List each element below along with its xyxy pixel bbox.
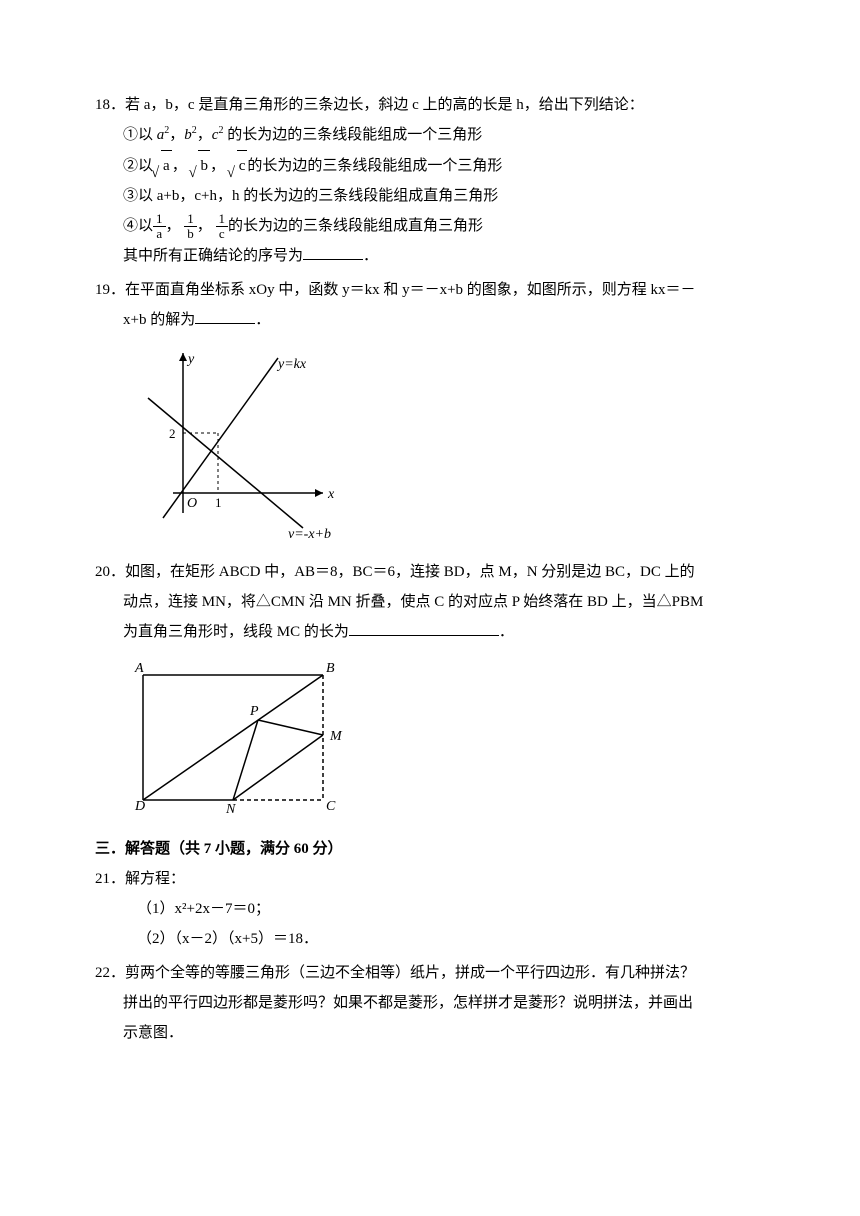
problem-22: 22．剪两个全等的等腰三角形（三边不全相等）纸片，拼成一个平行四边形．有几种拼法… [95,958,765,1048]
problem-line1: 如图，在矩形 ABCD 中，AB＝8，BC＝6，连接 BD，点 M，N 分别是边… [125,564,695,580]
problem-number: 20． [95,564,125,580]
item-4: ④以1a， 1b， 1c的长为边的三条线段能组成直角三角形 [95,211,765,241]
problem-18: 18．若 a，b，c 是直角三角形的三条边长，斜边 c 上的高的长是 h，给出下… [95,90,765,271]
problem-21: 21．解方程： （1）x²+2x－7＝0； （2）（x－2）（x+5）＝18． [95,864,765,954]
conclusion: 其中所有正确结论的序号为． [95,241,765,271]
answer-blank [303,242,363,260]
item-2: ②以a， b， c的长为边的三条线段能组成一个三角形 [95,150,765,181]
svg-text:B: B [326,661,335,676]
svg-text:y: y [186,352,195,367]
svg-text:M: M [329,729,343,744]
svg-text:N: N [225,802,236,815]
problem-20: 20．如图，在矩形 ABCD 中，AB＝8，BC＝6，连接 BD，点 M，N 分… [95,557,765,826]
problem-19: 19．在平面直角坐标系 xOy 中，函数 y＝kx 和 y＝－x+b 的图象，如… [95,275,765,549]
svg-text:P: P [249,704,259,719]
problem-number: 21． [95,871,125,887]
section-3-title: 三．解答题（共 7 小题，满分 60 分） [95,834,765,864]
problem-number: 18． [95,97,125,113]
item-1: ①以 a2，b2，c2 的长为边的三条线段能组成一个三角形 [95,120,765,150]
problem-line3-wrap: 为直角三角形时，线段 MC 的长为． [95,617,765,647]
svg-text:2: 2 [169,426,176,441]
svg-text:O: O [187,496,197,511]
answer-blank [349,618,499,636]
svg-text:y=kx: y=kx [276,357,307,372]
svg-text:1: 1 [215,495,222,510]
problem-line2: 拼出的平行四边形都是菱形吗？如果不都是菱形，怎样拼才是菱形？说明拼法，并画出 [95,988,765,1018]
problem-line2-wrap: x+b 的解为． [95,305,765,335]
figure-20: A B C D M N P [123,655,765,826]
problem-line2: 动点，连接 MN，将△CMN 沿 MN 折叠，使点 C 的对应点 P 始终落在 … [95,587,765,617]
figure-19: y x O 1 2 y=kx y=-x+b [123,343,765,549]
equation-1: （1）x²+2x－7＝0； [95,894,765,924]
problem-line1: 剪两个全等的等腰三角形（三边不全相等）纸片，拼成一个平行四边形．有几种拼法？ [125,965,695,981]
svg-text:y=-x+b: y=-x+b [286,527,331,538]
problem-title: 解方程： [125,871,185,887]
svg-text:C: C [326,799,336,814]
answer-blank [195,306,255,324]
svg-text:D: D [134,799,145,814]
problem-line3: 示意图． [95,1018,765,1048]
problem-number: 22． [95,965,125,981]
svg-text:x: x [327,487,335,502]
coordinate-graph: y x O 1 2 y=kx y=-x+b [123,343,343,538]
svg-text:A: A [134,661,144,676]
equation-2: （2）（x－2）（x+5）＝18． [95,924,765,954]
rectangle-diagram: A B C D M N P [123,655,353,815]
problem-number: 19． [95,282,125,298]
problem-line1: 在平面直角坐标系 xOy 中，函数 y＝kx 和 y＝－x+b 的图象，如图所示… [125,282,696,298]
problem-intro: 若 a，b，c 是直角三角形的三条边长，斜边 c 上的高的长是 h，给出下列结论… [125,97,644,113]
